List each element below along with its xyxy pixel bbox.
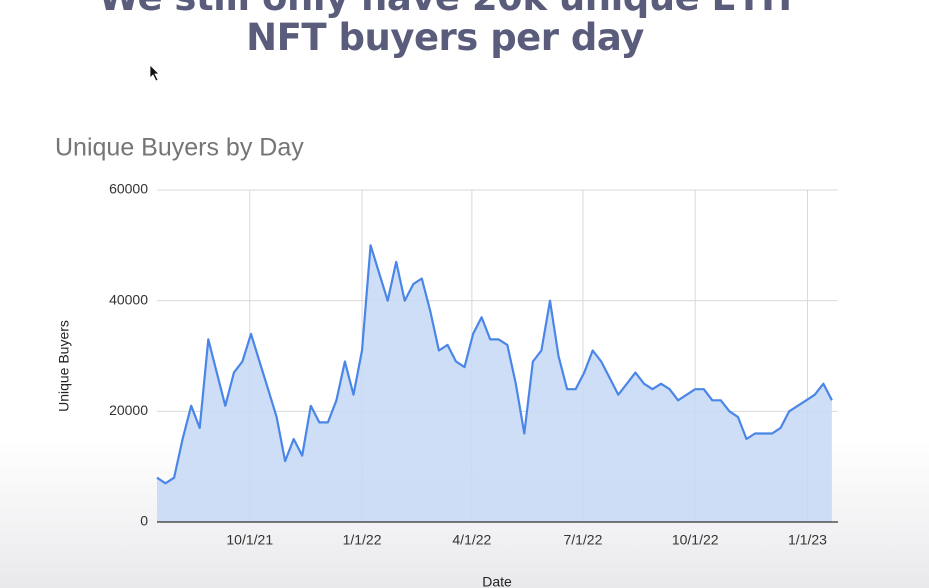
x-tick-label: 4/1/22 — [452, 532, 491, 548]
y-tick-label: 60000 — [109, 181, 148, 197]
slide-title: We still only have 20k unique ETH NFT bu… — [98, 0, 792, 59]
x-axis-label: Date — [482, 574, 512, 588]
x-tick-label: 1/1/22 — [343, 532, 382, 548]
y-axis-label: Unique Buyers — [56, 320, 72, 412]
cursor — [149, 64, 160, 82]
slide-title-box: We still only have 20k unique ETH NFT bu… — [98, 0, 792, 59]
y-tick-label: 0 — [140, 513, 148, 529]
plot: 0 20000 40000 60000 10/1/21 1/1/22 4/1/22 7/1/2… — [109, 181, 838, 548]
y-tick-label: 20000 — [109, 402, 148, 418]
x-tick-label: 10/1/21 — [226, 532, 273, 548]
x-tick-label: 7/1/22 — [563, 532, 602, 548]
y-tick-label: 40000 — [109, 291, 148, 307]
x-tick-label: 1/1/23 — [788, 532, 827, 548]
area — [157, 245, 832, 523]
line — [156, 244, 833, 485]
chart-title: Unique Buyers by Day — [55, 134, 304, 162]
x-tick-label: 10/1/22 — [672, 532, 719, 548]
